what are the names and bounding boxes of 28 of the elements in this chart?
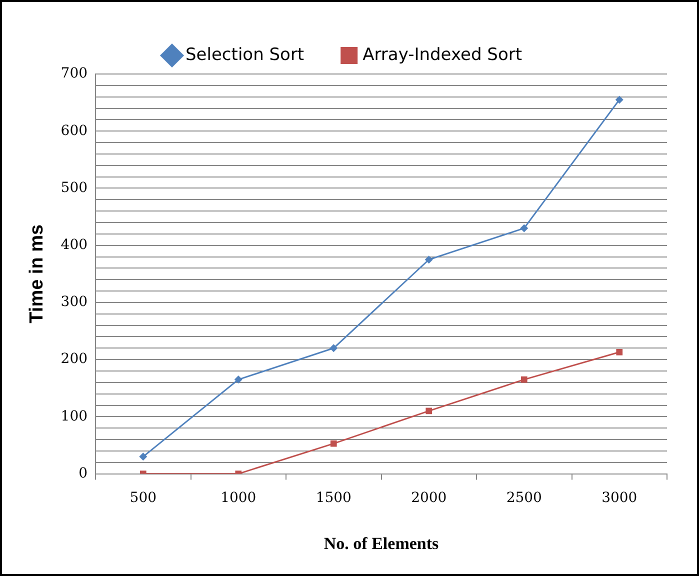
x-axis-title: No. of Elements <box>324 534 440 554</box>
y-tick-label: 500 <box>60 180 88 196</box>
legend-label: Selection Sort <box>186 44 304 65</box>
point <box>330 440 337 447</box>
x-tick-label: 2000 <box>411 490 447 506</box>
point <box>616 348 623 356</box>
point <box>330 344 338 352</box>
x-tick-label: 1000 <box>220 490 256 506</box>
x-tick-label: 1500 <box>316 490 352 506</box>
point <box>424 256 433 264</box>
x-tick-label: 500 <box>130 490 157 506</box>
x-tick-label: 3000 <box>602 490 638 506</box>
y-tick-label: 300 <box>60 294 88 310</box>
legend-label: Array-Indexed Sort <box>362 44 522 65</box>
point <box>520 376 528 383</box>
y-tick-label: 200 <box>60 351 88 368</box>
point <box>520 224 528 232</box>
y-tick-label: 400 <box>60 236 88 253</box>
x-tick-label: 2500 <box>506 490 542 506</box>
point <box>139 452 148 461</box>
y-tick-label: 600 <box>60 122 88 139</box>
point <box>234 376 242 384</box>
point <box>615 96 624 104</box>
y-tick-label: 100 <box>60 408 88 424</box>
y-tick-label: 700 <box>60 66 88 82</box>
y-tick-label: 0 <box>78 465 88 482</box>
point <box>426 408 432 414</box>
y-axis-title: Time in ms <box>26 224 48 324</box>
